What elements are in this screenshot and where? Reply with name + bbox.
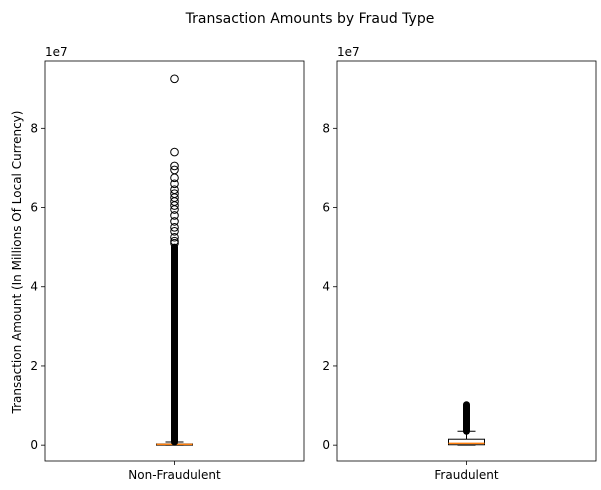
y-axis-label: Transaction Amount (In Millions Of Local… [10,111,24,415]
outlier-point [170,226,179,236]
outlier-point [170,232,179,242]
x-tick-label: Fraudulent [434,468,498,482]
y-tick-label: 8 [322,121,330,135]
axes-frame [44,60,305,462]
outlier-point [170,223,179,232]
x-tick-label: Non-Fraudulent [128,468,221,482]
y-tick-label: 8 [30,121,38,135]
outlier-point [170,185,179,195]
outlier-point [170,165,179,175]
outlier-stack [463,401,470,435]
outlier-stack [171,243,178,446]
y-tick-label: 2 [322,359,330,373]
axes-frame [336,60,597,462]
outlier-point [170,173,179,183]
outlier-point [170,189,179,198]
outlier-point [170,217,179,226]
outlier-point [170,74,179,84]
iqr-box [448,438,485,446]
y-tick-label: 0 [30,438,38,452]
panel-1: 0 2 4 6 8 1e7 Non-Fraudulent [30,45,305,482]
y-tick-label: 4 [322,280,330,294]
y-tick-label: 2 [30,359,38,373]
outlier-point [170,236,179,246]
outlier-point [170,147,179,157]
outlier-point [170,211,179,220]
panels: 0 2 4 6 8 1e7 Non-Fraudulent 0 2 4 6 8 1e7 Fraudulent [30,45,597,482]
figure-title: Transaction Amounts by Fraud Type [185,11,435,27]
y-offset-text: 1e7 [45,45,68,59]
y-offset-text: 1e7 [337,45,360,59]
panel-2: 0 2 4 6 8 1e7 Fraudulent [322,45,597,482]
y-tick-label: 4 [30,280,38,294]
outlier-point [170,179,179,189]
outlier-point [170,161,179,171]
y-tick-label: 6 [30,201,38,215]
y-tick-label: 6 [322,201,330,215]
y-tick-label: 0 [322,438,330,452]
